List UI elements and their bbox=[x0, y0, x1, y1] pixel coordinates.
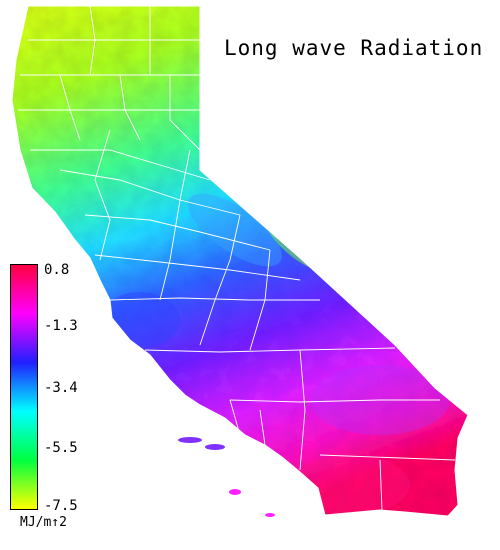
legend-unit: MJ/m↑2 bbox=[20, 515, 67, 530]
legend-tick-1: -1.3 bbox=[44, 318, 78, 334]
channel-islands bbox=[178, 437, 275, 517]
legend-tick-0: 0.8 bbox=[44, 262, 70, 278]
county-boundaries bbox=[18, 6, 456, 511]
legend-tick-4: -7.5 bbox=[44, 498, 78, 514]
legend-tick-2: -3.4 bbox=[44, 380, 78, 396]
legend-tick-3: -5.5 bbox=[44, 440, 78, 456]
map-title: Long wave Radiation bbox=[224, 36, 484, 60]
legend-color-bar bbox=[10, 264, 38, 510]
